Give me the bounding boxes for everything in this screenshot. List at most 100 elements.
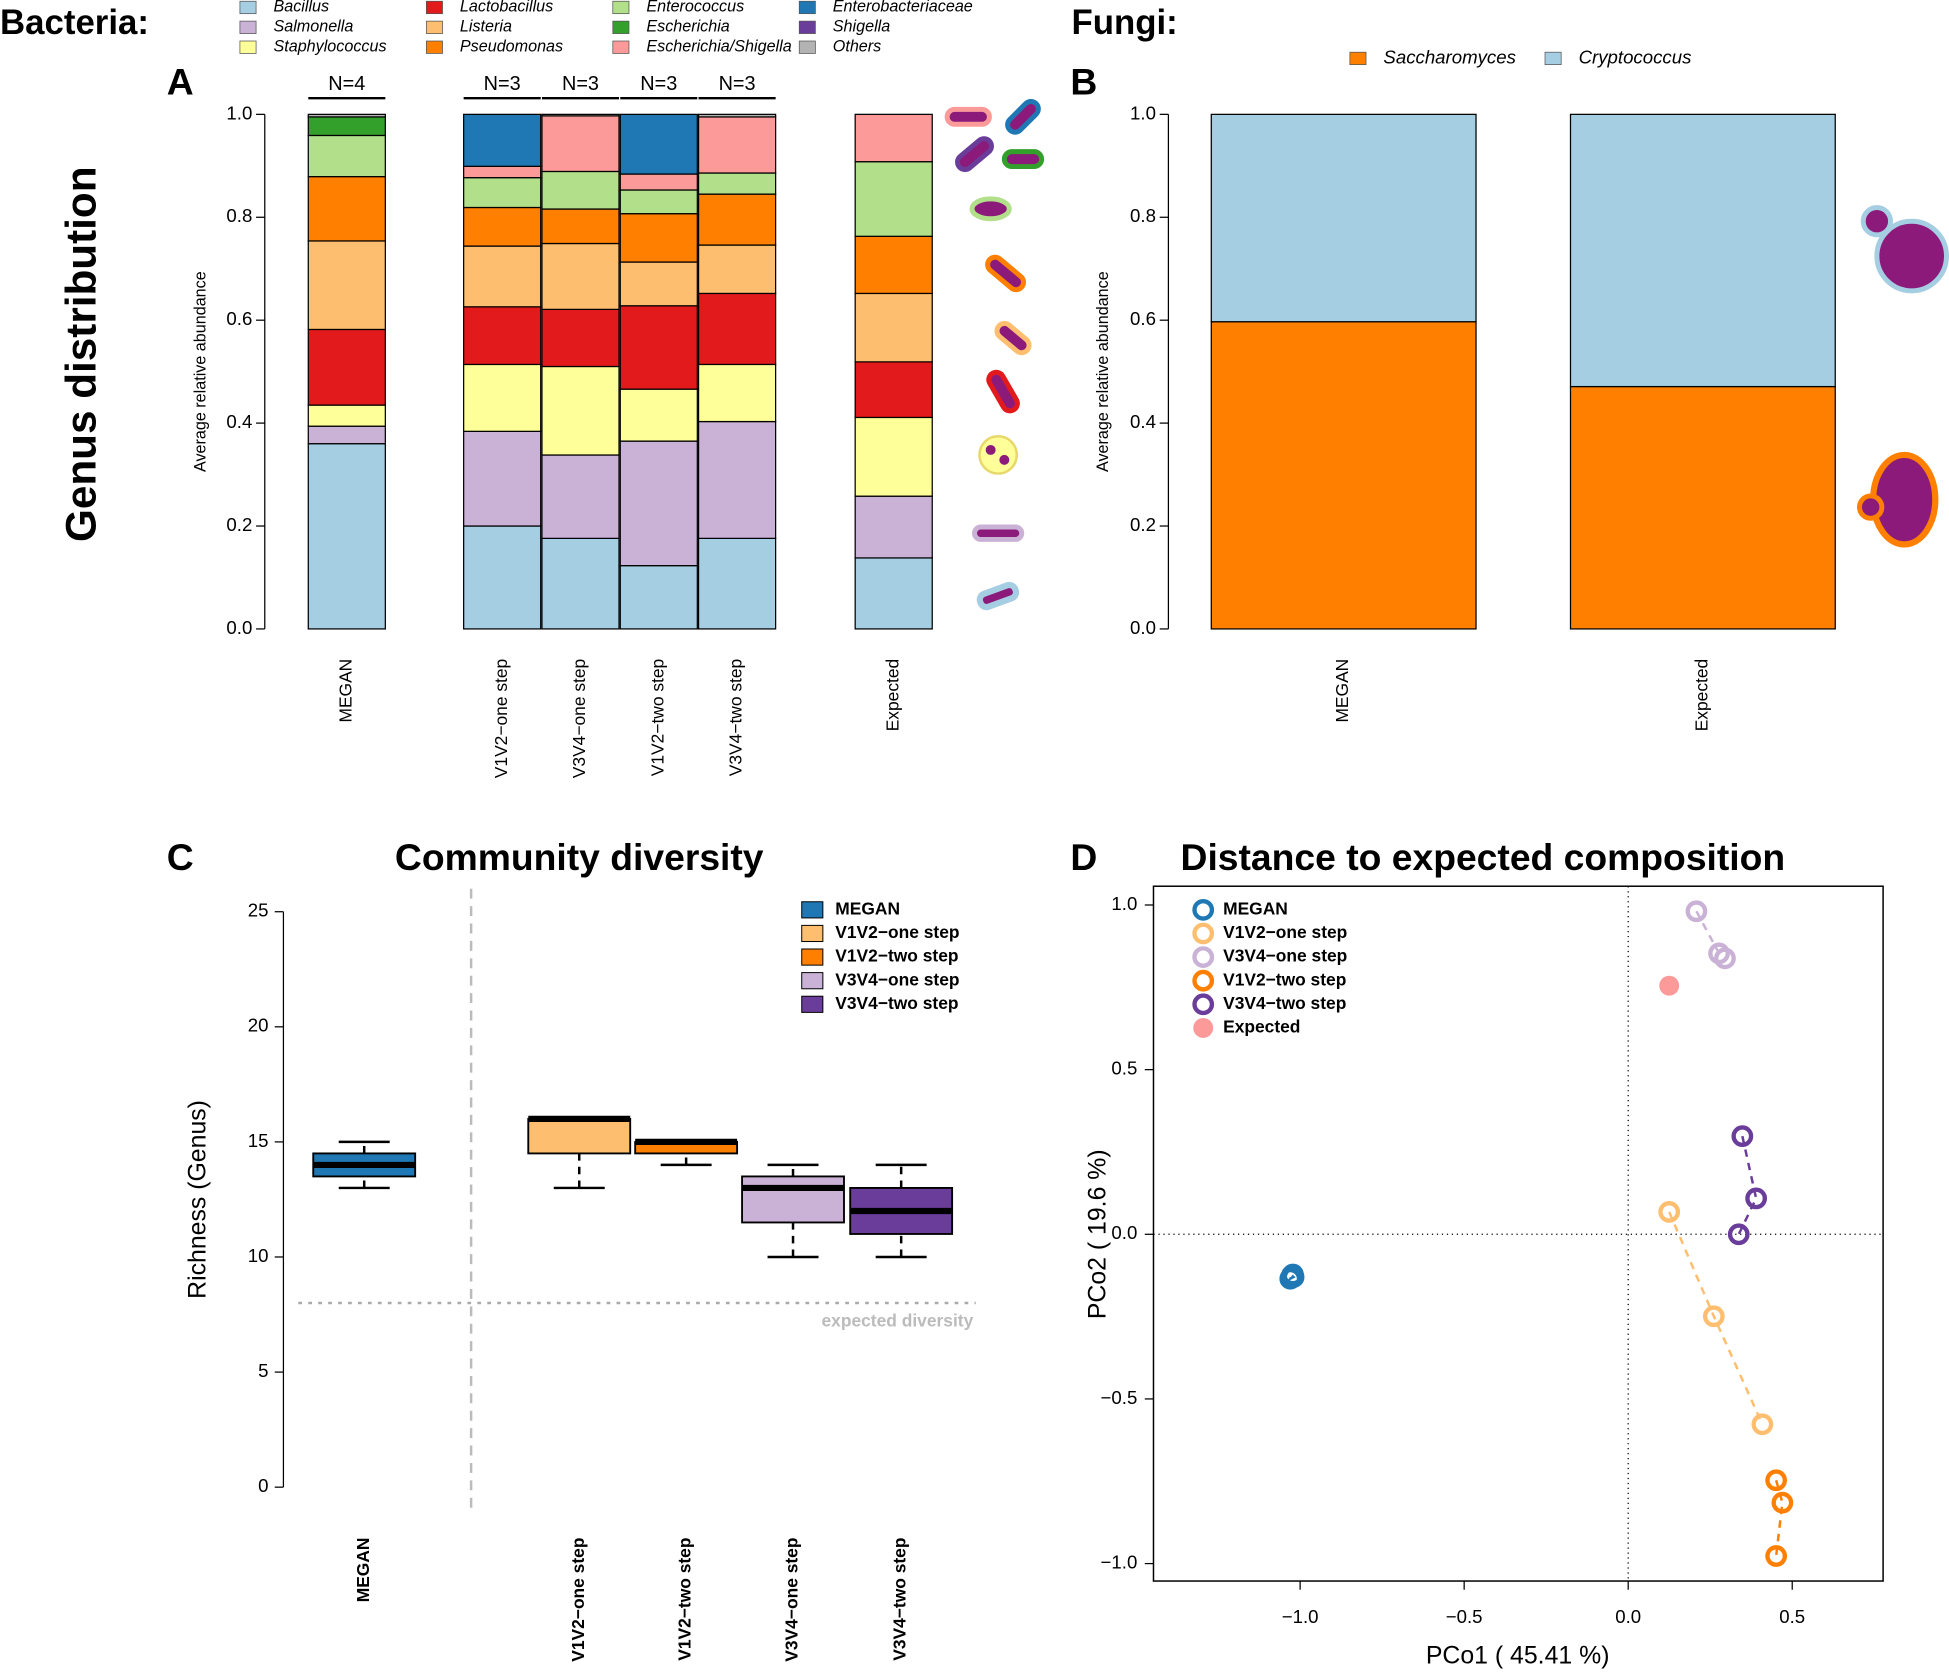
legend-swatch: [239, 40, 257, 54]
legend-swatch: [801, 901, 824, 919]
point: [1765, 1469, 1788, 1492]
reference-label: expected diversity: [821, 1310, 973, 1330]
legend-swatch: [1544, 51, 1562, 66]
y-axis-label: Average relative abundance: [192, 271, 210, 472]
y-tick-label: −0.5: [1101, 1387, 1138, 1408]
bar-segment: [541, 365, 620, 456]
illustration: [1856, 493, 1885, 521]
legend-label: Shigella: [833, 18, 890, 36]
illustration: [955, 136, 994, 173]
bar-segment: [307, 240, 386, 331]
chart-title: Community diversity: [395, 836, 764, 878]
y-tick-label: 1.0: [1130, 102, 1156, 123]
bar-segment: [697, 292, 777, 366]
illustration: [1860, 205, 1894, 238]
bar-segment: [619, 261, 698, 307]
bar-segment: [541, 242, 620, 310]
x-tick-label: V3V4−two step: [890, 1538, 910, 1661]
bar-segment: [541, 308, 620, 368]
x-tick-label: V1V2−two step: [647, 659, 667, 776]
legend-swatch: [801, 924, 824, 943]
legend-swatch: [801, 972, 824, 990]
bar-segment: [854, 557, 933, 630]
bar-segment: [619, 113, 698, 175]
legend-swatch: [425, 20, 443, 34]
bar-segment: [854, 416, 933, 497]
bar-segment: [463, 206, 542, 247]
y-axis-label: Richness (Genus): [184, 1100, 211, 1299]
point: [1714, 947, 1736, 970]
y-tick-label: 0: [258, 1475, 268, 1496]
legend-marker: [1192, 946, 1215, 968]
y-tick-label: 0.6: [226, 308, 252, 329]
illustration: [985, 254, 1026, 293]
point: [1727, 1223, 1750, 1246]
bar-segment: [697, 113, 777, 118]
legend-swatch: [801, 948, 824, 966]
bar-segment: [307, 113, 386, 118]
illustration: [1874, 218, 1949, 294]
bar-segment: [854, 495, 933, 559]
y-tick-label: 15: [248, 1130, 269, 1151]
bar-segment: [619, 440, 698, 567]
legend-label: Enterococcus: [646, 0, 744, 16]
legend-label: V3V4−two step: [1223, 993, 1346, 1013]
legend-marker: [1192, 993, 1215, 1016]
illustration: [978, 435, 1019, 475]
y-tick-label: 1.0: [226, 102, 252, 123]
y-tick-label: 20: [248, 1015, 269, 1036]
legend-marker: [1192, 969, 1215, 992]
bar-segment: [541, 115, 620, 173]
bar-segment: [854, 113, 933, 163]
x-tick-label: MEGAN: [1332, 659, 1352, 723]
sample-size-label: N=4: [328, 73, 365, 95]
bar-segment: [854, 161, 933, 237]
legend-label: V3V4−one step: [835, 969, 959, 989]
illustration: [976, 581, 1020, 611]
bar-segment: [541, 454, 620, 539]
bar-segment: [1210, 321, 1477, 630]
sample-size-label: N=3: [484, 73, 521, 95]
bar-segment: [307, 175, 386, 242]
bar-segment: [463, 113, 542, 167]
illustration: [1870, 451, 1939, 548]
bar-segment: [463, 430, 542, 527]
legend-label: Pseudomonas: [460, 37, 563, 55]
row-label: Genus distribution: [58, 166, 105, 542]
bar-segment: [463, 306, 542, 366]
bar-segment: [619, 388, 698, 442]
y-tick-label: 0.5: [1111, 1058, 1137, 1079]
bacteria-label: Bacteria:: [0, 3, 149, 42]
x-tick-label: Expected: [882, 659, 902, 732]
legend-label: V1V2−two step: [835, 946, 958, 966]
panel-letter: A: [167, 60, 194, 102]
legend-label: V1V2−two step: [1223, 969, 1346, 989]
x-tick-label: V3V4−two step: [726, 659, 746, 776]
bar-segment: [1569, 113, 1836, 388]
bar-segment: [463, 363, 542, 432]
bar-segment: [307, 443, 386, 630]
bar-segment: [541, 113, 620, 117]
bar-segment: [307, 404, 386, 427]
bar-segment: [697, 116, 777, 174]
point: [1685, 900, 1708, 923]
series-line: [1774, 1479, 1784, 1557]
point: [1771, 1491, 1794, 1514]
panel-letter: D: [1070, 836, 1097, 878]
y-tick-label: 0.0: [226, 617, 252, 638]
legend-swatch: [798, 0, 816, 15]
sample-size-label: N=3: [562, 73, 599, 95]
y-tick-label: 1.0: [1111, 893, 1137, 914]
x-tick-label: V1V2−two step: [675, 1538, 695, 1661]
bar-segment: [619, 305, 698, 390]
bar-segment: [541, 537, 620, 630]
bar-segment: [697, 537, 777, 630]
y-tick-label: 10: [248, 1245, 269, 1266]
x-tick-label: 0.0: [1615, 1606, 1641, 1627]
x-tick-label: V3V4−one step: [569, 659, 589, 778]
legend-label: Salmonella: [273, 18, 353, 36]
bar-segment: [697, 363, 777, 423]
legend-swatch: [612, 40, 630, 54]
illustration: [972, 524, 1025, 542]
